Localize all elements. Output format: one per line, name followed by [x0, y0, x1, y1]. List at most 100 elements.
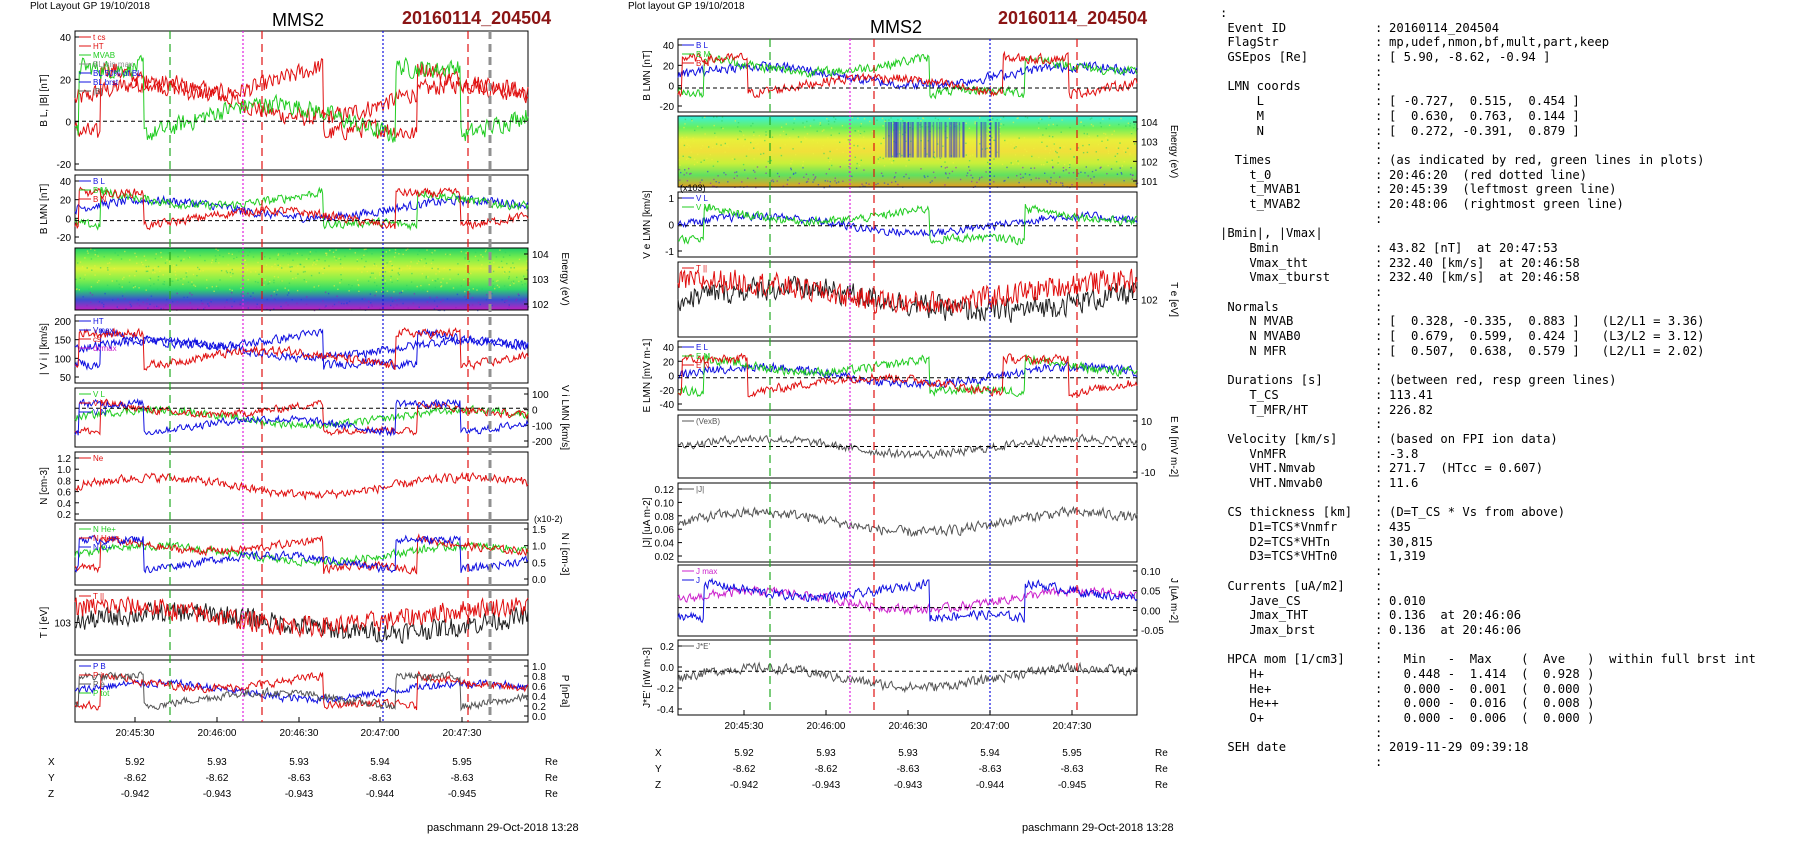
info-colon: :: [1375, 417, 1383, 432]
panel-p9: 1.00.80.60.40.20.0 P [nPa] P BP iP eP tot: [74, 659, 570, 723]
y-scale-factor: (x10-2): [534, 514, 563, 524]
y-tick-label: 0: [1141, 443, 1147, 454]
panel-p8: 103 T i [eV] T ||: [39, 589, 529, 656]
info-key: Velocity [km/s]: [1220, 431, 1338, 446]
info-line: N MVAB0: [ 0.679, 0.599, 0.424 ] (L3/L2 =…: [1220, 329, 1800, 344]
y-tick-label: 0.6: [57, 488, 71, 499]
legend-entry: B M: [696, 50, 711, 59]
y-axis-label: B LMN [nT]: [39, 184, 50, 235]
info-line: :: [1220, 726, 1800, 741]
info-key: Jmax_brst: [1220, 622, 1316, 637]
orbit-value: 5.92: [125, 757, 145, 768]
right-event-id: 20160114_204504: [998, 8, 1148, 28]
info-value: [ 0.679, 0.599, 0.424 ] (L3/L2 = 3.12): [1389, 329, 1705, 344]
y-axis-label: | V i | [km/s]: [39, 323, 50, 375]
info-colon: :: [1375, 681, 1383, 696]
trace-1: [74, 186, 529, 232]
info-line: M: [ 0.630, 0.763, 0.144 ]: [1220, 109, 1800, 124]
info-value: (based on FPI ion data): [1389, 431, 1558, 446]
info-colon: :: [1375, 696, 1383, 711]
y-axis-label: E M [mV m-2]: [1168, 416, 1179, 477]
info-line: He+: 0.000 - 0.001 ( 0.000 ): [1220, 682, 1800, 697]
time-tick-label: 20:47:30: [443, 728, 482, 739]
info-colon: :: [1375, 446, 1383, 461]
orbit-value: -8.63: [369, 773, 392, 784]
info-value: 232.40 [km/s] at 20:46:58: [1389, 270, 1580, 285]
info-colon: :: [1375, 358, 1383, 373]
info-line: Velocity [km/s]: (based on FPI ion data): [1220, 432, 1800, 447]
panel-q3: 1 0 -1 V e LMN [km/s] (x103)V LV M: [642, 183, 1138, 259]
orbit-value: -8.62: [124, 773, 147, 784]
y-axis-label: T e [eV]: [1168, 282, 1179, 317]
info-line: |Bmin|, |Vmax|: [1220, 226, 1800, 241]
y-axis-label: J*E' [nW m-3]: [642, 647, 653, 708]
info-key: T_MFR/HT: [1220, 402, 1309, 417]
y-scale-factor: (x103): [680, 183, 706, 193]
info-line: VnMFR: -3.8: [1220, 447, 1800, 462]
y-tick-label: 0.10: [655, 498, 675, 509]
info-colon: :: [1375, 152, 1383, 167]
info-line: FlagStr: mp,udef,nmon,bf,mult,part,keep: [1220, 35, 1800, 50]
y-axis-label: N i [cm-3]: [559, 533, 570, 576]
legend-entry: Ne: [93, 454, 104, 463]
orbit-value: 5.94: [370, 757, 390, 768]
y-tick-label: -200: [532, 437, 552, 448]
y-tick-label: 0.2: [57, 510, 71, 521]
panel-p2: 40 20 0 -20 B LMN [nT] B LB MB N: [39, 174, 529, 244]
left-plot-header: Plot Layout GP 19/10/2018: [30, 1, 150, 12]
legend-entry: V M: [93, 399, 108, 408]
info-value: 0.000 - 0.001 ( 0.000 ): [1389, 681, 1595, 696]
info-colon: :: [1375, 520, 1383, 535]
info-value: [ 0.507, 0.638, 0.579 ] (L2/L1 = 2.02): [1389, 343, 1705, 358]
panel-p7: 1.5 1.0 0.5 0.0 N i [cm-3] (x10-2) N He+N He++…: [74, 514, 570, 586]
orbit-value: -0.943: [812, 780, 841, 791]
info-value: 20:48:06 (rightmost green line): [1389, 196, 1624, 211]
info-line: GSEpos [Re]: [ 5.90, -8.62, -0.94 ]: [1220, 50, 1800, 65]
panel-q1: 40 20 0 -20 B LMN [nT] B LB MB N: [642, 38, 1138, 113]
info-line: :: [1220, 417, 1800, 432]
orbit-value: -8.63: [1061, 764, 1084, 775]
info-colon: :: [1375, 593, 1383, 608]
y-tick-label: 1: [668, 194, 674, 205]
y-tick-label: 40: [663, 41, 675, 52]
y-axis-label: |J| [uA m-2]: [642, 497, 653, 547]
legend-entry: V L: [93, 390, 106, 399]
info-line: Times: (as indicated by red, green lines …: [1220, 153, 1800, 168]
info-colon: :: [1375, 549, 1383, 564]
orbit-value: -8.62: [733, 764, 756, 775]
trace-1: [74, 58, 529, 141]
orbit-row-label: Z: [48, 789, 54, 800]
y-tick-label: -0.2: [657, 684, 675, 695]
orbit-value: 5.93: [898, 748, 918, 759]
info-colon: :: [1375, 182, 1383, 197]
y-tick-label: -100: [532, 421, 552, 432]
info-key: L: [1220, 94, 1265, 109]
trace-1: [74, 328, 529, 371]
info-colon: :: [1375, 108, 1383, 123]
legend-entry: J: [696, 576, 700, 585]
info-key: Event ID: [1220, 20, 1287, 35]
y-axis-label: E LMN [mV m-1]: [642, 338, 653, 412]
trace-2: [74, 534, 529, 574]
info-value: 113.41: [1389, 387, 1434, 402]
legend-entry: BL brst: [93, 78, 119, 87]
info-line: SEH date:2019-11-29 09:39:18: [1220, 740, 1800, 755]
trace-0: [677, 505, 1138, 537]
legend-entry: T ||: [696, 264, 707, 273]
info-colon: :: [1375, 255, 1383, 270]
info-key: D3=TCS*VHTn0: [1220, 549, 1338, 564]
y-tick-label: 102: [532, 300, 549, 311]
info-key: N MVAB: [1220, 314, 1294, 329]
panel-frame: [74, 174, 529, 244]
info-line: Jmax_brst:0.136 at 20:46:06: [1220, 623, 1800, 638]
time-tick-label: 20:45:30: [725, 721, 764, 732]
info-line: N MFR: [ 0.507, 0.638, 0.579 ] (L2/L1 = 2…: [1220, 344, 1800, 359]
left-footer: paschmann 29-Oct-2018 13:28: [427, 822, 579, 834]
y-axis-label: T i [eV]: [39, 607, 50, 639]
panel-frame-bg: [678, 565, 1137, 636]
info-colon: :: [1375, 79, 1383, 94]
orbit-value: 5.93: [207, 757, 227, 768]
panel-frame-bg: [75, 315, 528, 383]
orbit-value: -8.63: [288, 773, 311, 784]
panel-q9: 0.2 0.0 -0.2 -0.4 J*E' [nW m-3] J*E': [642, 639, 1138, 716]
